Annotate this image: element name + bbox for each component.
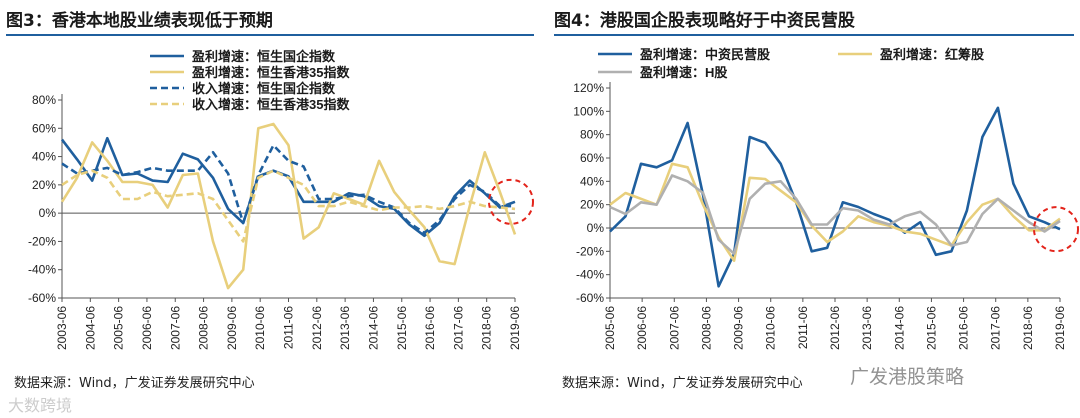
x-tick-label: 2018-06 xyxy=(480,306,494,350)
y-tick-label: 60% xyxy=(32,121,56,135)
chart-title-bar: 图4：港股国企股表现略好于中资民营股 xyxy=(554,4,1074,36)
x-tick-label: 2013-06 xyxy=(338,306,352,350)
x-tick-label: 2019-06 xyxy=(1053,306,1067,350)
x-tick-label: 2014-06 xyxy=(366,306,380,350)
y-tick-label: 20% xyxy=(32,178,56,192)
y-tick-label: 80% xyxy=(32,93,56,107)
series-line xyxy=(609,174,1061,255)
y-tick-label: 80% xyxy=(580,128,604,142)
legend-label: 盈利增速：中资民营股 xyxy=(639,47,770,62)
y-tick-label: -20% xyxy=(28,234,56,248)
series-line xyxy=(60,122,517,290)
legend-label: 盈利增速：H股 xyxy=(639,65,727,80)
x-tick-label: 2005-06 xyxy=(603,306,617,350)
legend-label: 收入增速：恒生香港35指数 xyxy=(192,97,350,112)
series-line xyxy=(609,162,1061,262)
legend-label: 盈利增速：红筹股 xyxy=(879,47,984,62)
chart-right: -60% -40% -20% 0% 20% 40% 60% 80% 100% 120% 2005-0… xyxy=(573,47,1079,350)
x-tick-label: 2012-06 xyxy=(828,306,842,350)
legend-label: 盈利增速：恒生国企指数 xyxy=(191,49,336,64)
x-tick-label: 2016-06 xyxy=(957,306,971,350)
x-tick-label: 2012-06 xyxy=(310,306,324,350)
x-tick-label: 2016-06 xyxy=(423,306,437,350)
chart-title: 图4：港股国企股表现略好于中资民营股 xyxy=(554,11,855,31)
legend-label: 盈利增速：恒生香港35指数 xyxy=(191,65,350,80)
watermark-brand: 广发港股策略 xyxy=(850,366,965,388)
chart-title-bar: 图3：香港本地股业绩表现低于预期 xyxy=(6,4,534,36)
x-tick-label: 2009-06 xyxy=(225,306,239,350)
x-tick-label: 2007-06 xyxy=(168,306,182,350)
chart-panel-left: 图3：香港本地股业绩表现低于预期 -60% -40% -20% 0% 20% 40% 60%… xyxy=(6,4,534,391)
x-tick-label: 2006-06 xyxy=(140,306,154,350)
highlight-circle xyxy=(488,178,534,225)
x-tick-label: 2004-06 xyxy=(83,306,97,350)
x-tick-label: 2008-06 xyxy=(699,306,713,350)
y-tick-label: 0% xyxy=(587,221,605,235)
y-tick-label: 60% xyxy=(580,151,604,165)
y-tick-label: 20% xyxy=(580,198,604,212)
x-tick-label: 2007-06 xyxy=(667,306,681,350)
x-tick-label: 2017-06 xyxy=(451,306,465,350)
series-line xyxy=(61,144,515,235)
x-tick-label: 2018-06 xyxy=(1021,306,1035,350)
x-tick-label: 2006-06 xyxy=(635,306,649,350)
series-line xyxy=(61,169,516,243)
x-tick-label: 2010-06 xyxy=(764,306,778,350)
x-tick-label: 2011-06 xyxy=(282,306,296,349)
chart-left: -60% -40% -20% 0% 20% 40% 60% 80% 2003-06 2004-06… xyxy=(28,49,534,350)
watermark-corner: 大数跨境 xyxy=(8,396,73,415)
y-tick-label: -20% xyxy=(576,244,604,258)
x-tick-label: 2003-06 xyxy=(55,306,69,350)
x-tick-label: 2005-06 xyxy=(112,306,126,350)
series-line xyxy=(609,106,1061,288)
y-tick-label: 40% xyxy=(32,150,56,164)
x-tick-label: 2013-06 xyxy=(860,306,874,350)
chart-source: 数据来源：Wind，广发证券发展研究中心 xyxy=(562,376,803,391)
x-tick-label: 2014-06 xyxy=(892,306,906,350)
highlight-circle xyxy=(1033,206,1079,253)
x-tick-label: 2015-06 xyxy=(395,306,409,350)
x-tick-label: 2019-06 xyxy=(508,306,522,350)
y-tick-label: -60% xyxy=(576,291,604,305)
chart-panel-right: 图4：港股国企股表现略好于中资民营股 -60% -40% -20% 0% 20% 40% 6… xyxy=(548,0,1080,418)
chart-title: 图3：香港本地股业绩表现低于预期 xyxy=(6,11,273,31)
x-tick-label: 2010-06 xyxy=(253,306,267,350)
x-tick-label: 2017-06 xyxy=(989,306,1003,350)
y-tick-label: 40% xyxy=(580,174,604,188)
x-tick-label: 2008-06 xyxy=(197,306,211,350)
x-tick-label: 2009-06 xyxy=(732,306,746,350)
y-tick-label: 120% xyxy=(573,81,604,95)
y-tick-label: -60% xyxy=(28,291,56,305)
y-tick-label: -40% xyxy=(576,268,604,282)
x-tick-label: 2011-06 xyxy=(796,306,810,349)
chart-source: 数据来源：Wind，广发证券发展研究中心 xyxy=(14,376,255,391)
y-tick-label: -40% xyxy=(28,263,56,277)
legend-label: 收入增速：恒生国企指数 xyxy=(192,81,336,96)
y-tick-label: 100% xyxy=(573,104,604,118)
y-tick-label: 0% xyxy=(39,206,57,220)
x-tick-label: 2015-06 xyxy=(924,306,938,350)
